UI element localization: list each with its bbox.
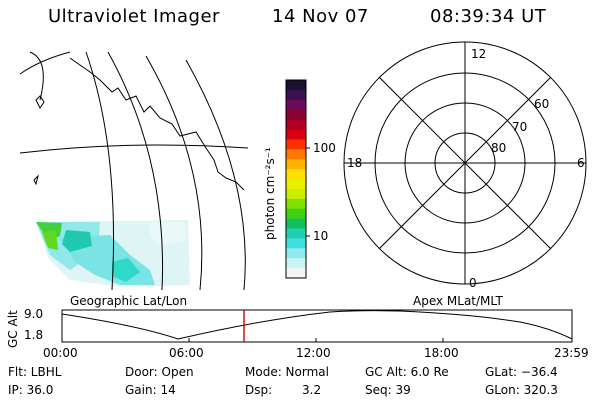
x-tick-2359: 23:59	[554, 346, 589, 360]
longitude-line	[29, 51, 44, 101]
colorbar-cell	[286, 139, 306, 150]
colorbar-cell	[286, 149, 306, 160]
colorbar-cell	[286, 268, 306, 279]
x-tick-0600: 06:00	[169, 346, 204, 360]
latitude-line	[19, 144, 249, 154]
altitude-timeseries	[61, 309, 573, 343]
colorbar-unit-label: photon cm⁻²s⁻¹	[263, 147, 277, 240]
door-status: Door: Open	[125, 365, 194, 379]
colorbar-cell	[286, 188, 306, 200]
colorbar-cell	[286, 208, 306, 220]
mlt-label-12: 12	[471, 47, 487, 61]
colorbar-cell	[286, 198, 306, 210]
x-tick-1800: 18:00	[424, 346, 459, 360]
longitude-line	[185, 59, 246, 291]
colorbar-cell	[286, 129, 306, 140]
colorbar-cell	[286, 248, 306, 259]
gc-alt-status: GC Alt: 6.0 Re	[365, 365, 449, 379]
y-tick-9: 9.0	[24, 307, 44, 321]
polar-mlat-mlt-plot	[343, 41, 587, 285]
x-tick-1200: 12:00	[296, 346, 331, 360]
latitude-line	[19, 51, 71, 75]
mlt-label-0: 0	[469, 276, 477, 290]
dsp-label: Dsp:	[245, 383, 273, 397]
x-tick-0000: 00:00	[43, 346, 78, 360]
longitude-line	[107, 51, 163, 291]
colorbar-cell	[286, 228, 306, 239]
longitude-line	[145, 55, 203, 291]
filter-status: Flt: LBHL	[8, 365, 62, 379]
ip-status: IP: 36.0	[8, 383, 54, 397]
colorbar-cell	[286, 89, 306, 101]
mlat-label-60: 60	[534, 97, 550, 111]
colorbar-cell	[286, 159, 306, 170]
colorbar-tick-100: 100	[313, 141, 336, 155]
colorbar-cell	[286, 179, 306, 190]
colorbar-cell	[286, 99, 306, 111]
date-label: 14 Nov 07	[272, 6, 369, 27]
colorbar-tick-10: 10	[313, 229, 329, 243]
colorbar-cell	[286, 109, 306, 121]
colorbar-cell	[286, 258, 306, 269]
colorbar-cell	[286, 119, 306, 131]
mlt-label-6: 6	[577, 156, 585, 170]
longitude-line	[85, 51, 115, 291]
geographic-map	[19, 51, 249, 291]
altitude-curve	[61, 310, 573, 340]
colorbar-cell	[286, 238, 306, 249]
polar-caption: Apex MLat/MLT	[413, 294, 503, 308]
colorbar-cell	[286, 169, 306, 180]
gain-status: Gain: 14	[125, 383, 176, 397]
glat-status: GLat: −36.4	[485, 365, 558, 379]
glon-status: GLon: 320.3	[485, 383, 558, 397]
y-tick-1-8: 1.8	[24, 328, 44, 342]
mode-status: Mode: Normal	[245, 365, 329, 379]
mlat-label-70: 70	[512, 120, 528, 134]
instrument-title: Ultraviolet Imager	[48, 6, 220, 27]
mlat-label-80: 80	[491, 141, 507, 155]
colorbar	[285, 79, 310, 279]
dsp-value: 3.2	[302, 383, 322, 397]
colorbar-cell	[286, 218, 306, 230]
geographic-caption: Geographic Lat/Lon	[70, 294, 188, 308]
coastline	[69, 57, 245, 191]
gc-alt-axis-label: GC Alt	[6, 310, 20, 348]
colorbar-cell	[286, 80, 306, 91]
mlt-label-18: 18	[347, 156, 363, 170]
time-label: 08:39:34 UT	[430, 6, 547, 27]
seq-status: Seq: 39	[365, 383, 411, 397]
